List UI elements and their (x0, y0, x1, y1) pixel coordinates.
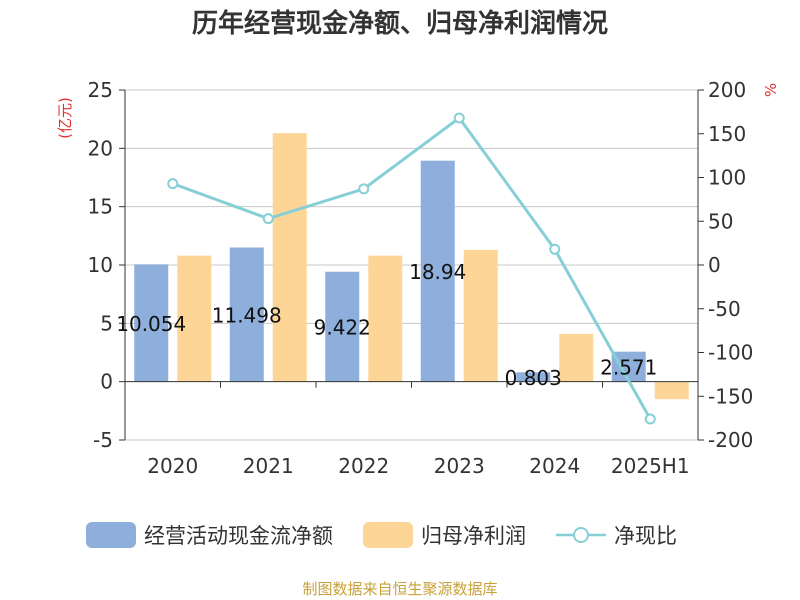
left-axis-unit: (亿元) (56, 97, 74, 139)
data-label: 9.422 (314, 316, 371, 340)
line-point (262, 213, 274, 225)
bar (134, 264, 169, 382)
legend-label: 经营活动现金流净额 (144, 524, 333, 548)
x-axis-tick-label: 2020 (147, 454, 198, 478)
bar (272, 133, 307, 382)
right-axis-tick-label: 50 (708, 209, 733, 233)
bar (177, 255, 212, 382)
left-axis-tick-label: 25 (88, 78, 113, 102)
left-axis-tick-label: 5 (100, 311, 113, 335)
right-axis-tick-label: 0 (708, 253, 721, 277)
x-axis-tick-label: 2021 (243, 454, 294, 478)
data-label: 10.054 (116, 312, 186, 336)
x-axis-tick-label: 2023 (434, 454, 485, 478)
bar (516, 372, 551, 382)
left-axis-tick-label: -5 (93, 428, 113, 452)
bar (463, 249, 498, 382)
right-axis-unit: % (762, 83, 780, 97)
right-axis-tick-label: -200 (708, 428, 753, 452)
label-layer: 10.054 11.498 9.422 18.94 0.803 2.571 (116, 260, 657, 390)
legend-swatch (363, 522, 413, 548)
legend-swatch (86, 522, 136, 548)
legend: 经营活动现金流净额 归母净利润 净现比 (86, 522, 677, 548)
axis-layer: -50510152025-200-150-100-500501001502002… (88, 78, 754, 478)
series-line (172, 115, 652, 420)
line-point (358, 183, 370, 195)
bar-layer (134, 133, 689, 400)
right-axis-tick-label: -100 (708, 341, 753, 365)
bar (229, 247, 264, 382)
right-axis-tick-label: 100 (708, 166, 746, 190)
bar (368, 255, 403, 382)
data-label: 2.571 (600, 356, 657, 380)
bar (611, 351, 646, 382)
line-point (453, 112, 465, 124)
x-axis-tick-label: 2022 (338, 454, 389, 478)
chart-title: 历年经营现金净额、归母净利润情况 (192, 8, 608, 39)
left-axis-tick-label: 0 (100, 370, 113, 394)
line-point (167, 178, 179, 190)
left-axis-tick-label: 10 (88, 253, 113, 277)
data-label: 0.803 (505, 366, 562, 390)
data-label: 18.94 (409, 260, 466, 284)
right-axis-tick-label: -50 (708, 297, 741, 321)
source-note: 制图数据来自恒生聚源数据库 (302, 580, 497, 598)
bar (654, 381, 689, 400)
right-axis-tick-label: -150 (708, 384, 753, 408)
right-axis-tick-label: 200 (708, 78, 746, 102)
legend-marker (573, 527, 589, 543)
legend-label: 归母净利润 (421, 524, 526, 548)
line-point (644, 413, 656, 425)
bar (420, 160, 455, 382)
line-point (549, 243, 561, 255)
left-axis-tick-label: 20 (88, 136, 113, 160)
right-axis-tick-label: 150 (708, 122, 746, 146)
legend-label: 净现比 (614, 524, 677, 548)
bar (325, 271, 360, 382)
left-axis-tick-label: 15 (88, 195, 113, 219)
data-label: 11.498 (212, 304, 282, 328)
bar (559, 333, 594, 382)
x-axis-tick-label: 2024 (529, 454, 580, 478)
grid-layer (125, 89, 698, 441)
line-layer (167, 112, 656, 425)
x-axis-tick-label: 2025H1 (611, 454, 690, 478)
